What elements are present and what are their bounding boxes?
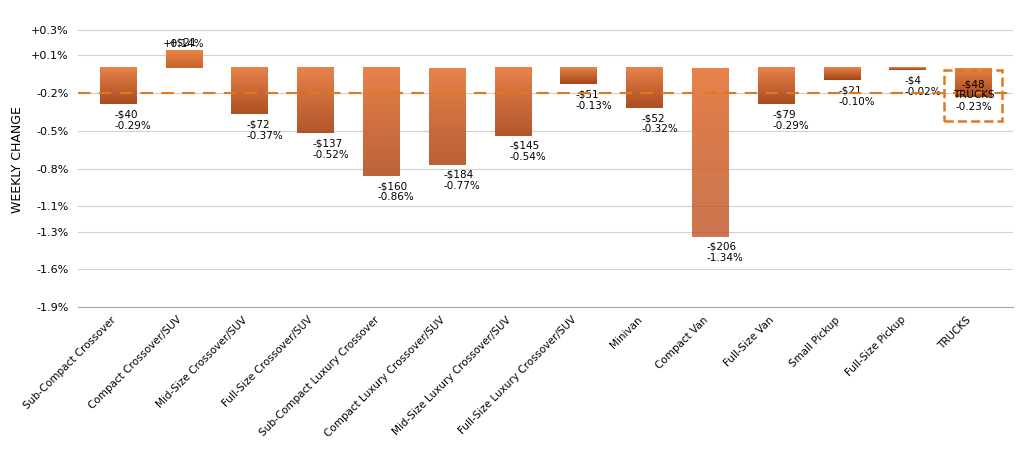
Text: -$52: -$52 [641, 113, 665, 123]
Text: +0.14%: +0.14% [163, 39, 205, 49]
Text: -0.23%: -0.23% [955, 102, 992, 112]
Text: -$40: -$40 [115, 109, 138, 119]
Text: -$184: -$184 [443, 170, 474, 180]
Text: TRUCKS: TRUCKS [952, 90, 994, 100]
Text: -0.13%: -0.13% [575, 100, 612, 111]
Text: -$4: -$4 [904, 75, 922, 86]
Text: -0.54%: -0.54% [510, 152, 546, 162]
Text: -$79: -$79 [773, 109, 797, 119]
Text: -$72: -$72 [246, 119, 270, 130]
Text: -1.34%: -1.34% [707, 253, 743, 263]
Text: -$48: -$48 [962, 79, 985, 89]
Text: -0.77%: -0.77% [443, 181, 480, 191]
Text: -0.52%: -0.52% [312, 150, 349, 160]
Text: -0.29%: -0.29% [773, 121, 809, 130]
Text: +$21: +$21 [169, 37, 198, 47]
Text: -$137: -$137 [312, 138, 342, 148]
Text: -$145: -$145 [510, 141, 540, 151]
Text: -$51: -$51 [575, 89, 599, 99]
Text: -0.02%: -0.02% [904, 87, 941, 97]
Text: -0.37%: -0.37% [246, 131, 283, 141]
Y-axis label: WEEKLY CHANGE: WEEKLY CHANGE [11, 106, 25, 212]
Text: -$160: -$160 [378, 181, 408, 191]
Text: -0.86%: -0.86% [378, 193, 415, 202]
Text: -0.29%: -0.29% [115, 121, 152, 130]
Text: -0.32%: -0.32% [641, 125, 678, 135]
Text: -0.10%: -0.10% [839, 97, 876, 107]
Text: -$206: -$206 [707, 242, 737, 252]
Text: -$21: -$21 [839, 86, 862, 95]
